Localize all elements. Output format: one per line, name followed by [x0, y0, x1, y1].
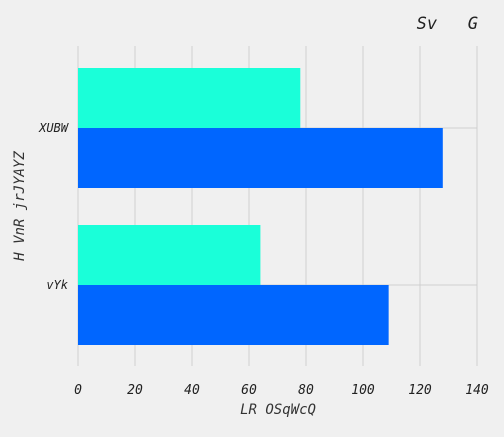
x-tick-label: 20 — [127, 383, 143, 398]
x-axis-title: LR OSqWcQ — [240, 402, 316, 418]
x-tick-label: 100 — [351, 383, 375, 398]
tick-layer: 0 20 40 60 80 100 120 140 — [74, 383, 489, 398]
x-tick-label: 40 — [184, 383, 200, 398]
chart-title: Sv G — [417, 14, 478, 34]
bar — [78, 68, 301, 128]
x-tick-label: 0 — [74, 383, 82, 398]
x-tick-label: 120 — [408, 383, 432, 398]
category-layer: XUBW vYk — [38, 121, 70, 292]
x-tick-label: 140 — [465, 383, 489, 398]
x-tick-label: 80 — [298, 383, 314, 398]
x-tick-label: 60 — [241, 383, 257, 398]
bar — [78, 128, 443, 188]
bar — [78, 285, 389, 345]
bar — [78, 225, 261, 285]
category-label: XUBW — [38, 121, 70, 135]
category-label: vYk — [46, 278, 68, 292]
bar-layer — [78, 68, 443, 345]
y-axis-title: H VnR jrJYAYZ — [12, 151, 28, 262]
